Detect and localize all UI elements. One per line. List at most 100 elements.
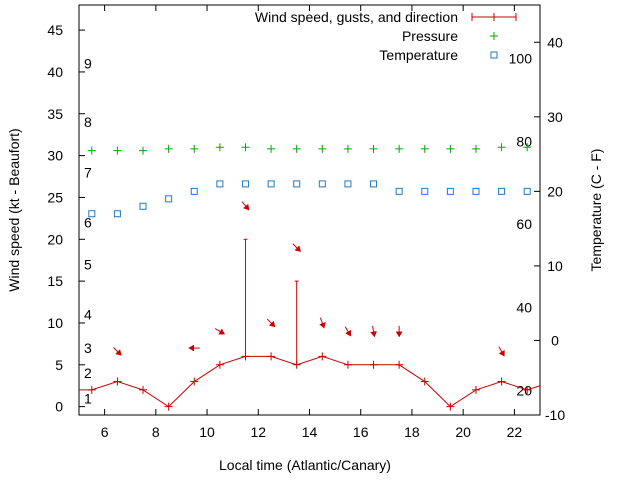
temperature-point [370,180,378,188]
arrow-head [268,320,276,328]
wind-direction-arrow [113,347,122,356]
temperature-point [293,180,301,188]
x-tick-label: 10 [199,424,215,440]
temperature-point [88,210,96,218]
arrow-head [498,349,505,357]
beaufort-label: 4 [84,307,92,323]
x-tick-label: 22 [507,424,523,440]
temperature-point [421,187,429,195]
temperature-point [139,202,147,210]
temperature-point [165,195,173,203]
x-tick-label: 16 [353,424,369,440]
pressure-point [497,143,506,152]
temperature-point [523,187,531,195]
y-tick-label: 10 [47,315,63,331]
wind-speed-point [215,360,224,369]
wind-speed-point [497,377,506,386]
wind-speed-point [190,377,199,386]
temperature-point [446,187,454,195]
temperature-point [267,180,275,188]
beaufort-label: 7 [84,164,92,180]
pressure-point [420,144,429,153]
temperature-point [318,180,326,188]
fahrenheit-label: 20 [516,382,532,398]
wind-direction-arrow [266,318,276,328]
wind-speed-point [139,385,148,394]
arrow-head [345,329,352,337]
pressure-point [523,143,532,152]
y-tick-label: 35 [47,106,63,122]
wind-direction-arrow [319,317,326,329]
pressure-point [190,144,199,153]
y-tick-label: 40 [47,64,63,80]
y-tick-label: 45 [47,22,63,38]
temperature-point [241,180,249,188]
pressure-point [395,144,404,153]
wind-speed-line [79,355,541,408]
legend-label: Pressure [402,28,458,44]
temperature-point [344,180,352,188]
wind-direction-arrow [241,201,250,211]
wind-speed-point [267,352,276,361]
arrow-head [294,245,301,252]
tick-layer: 6 8 10 12 14 16 18 20 22051015202530354045-10010… [47,5,565,440]
plot-frame-layer [78,4,541,416]
arrow-head [115,349,122,356]
temperature-point [216,180,224,188]
wind-speed-point [164,402,173,411]
pressure-point [113,146,122,155]
temperature-point [498,187,506,195]
wind-direction-arrow [498,346,505,357]
wind-direction-arrow [370,325,377,338]
wind-direction-arrow [188,344,200,352]
x-tick-label: 8 [152,424,160,440]
wind-speed-point [343,360,352,369]
y2-tick-label: 10 [547,258,563,274]
legend-marker [490,51,498,59]
pressure-point [164,144,173,153]
wind-speed-point [395,360,404,369]
wind-speed-point [369,360,378,369]
legend-marker [490,32,498,40]
wind-speed-point [523,385,532,394]
wind-speed-point [471,385,480,394]
y2-tick-label: 30 [547,109,563,125]
x-tick-label: 6 [101,424,109,440]
legend-label: Temperature [379,47,458,63]
arrow-head [395,331,403,338]
beaufort-label: 1 [84,390,92,406]
y2-tick-label: 0 [551,332,559,348]
arrow-head [370,330,377,338]
legend-marker [471,13,517,21]
series-layer [79,143,541,411]
beaufort-label: 8 [84,114,92,130]
y2-tick-label: -10 [545,407,565,423]
x-tick-label: 20 [455,424,471,440]
wind-speed-point [420,377,429,386]
x-tick-label: 14 [302,424,318,440]
beaufort-label: 9 [84,56,92,72]
pressure-point [343,144,352,153]
wind-direction-arrow [344,326,352,337]
temperature-point [190,187,198,195]
pressure-point [292,144,301,153]
arrow-head [218,328,226,335]
y-tick-label: 30 [47,148,63,164]
pressure-point [215,143,224,152]
temperature-point [395,187,403,195]
temperature-point [472,187,480,195]
y-tick-label: 20 [47,231,63,247]
y2-tick-label: 20 [547,183,563,199]
wind-direction-arrow [292,243,301,252]
y-tick-label: 5 [55,357,63,373]
wind-direction-arrow [214,328,226,335]
arrow-head [188,344,194,352]
arrow-head [242,203,250,211]
beaufort-label: 5 [84,256,92,272]
legend-label: Wind speed, gusts, and direction [255,9,458,25]
x-tick-label: 18 [404,424,420,440]
beaufort-label: 3 [84,340,92,356]
x-axis-label: Local time (Atlantic/Canary) [219,457,391,473]
plot-border [78,4,541,416]
arrow-head [319,322,326,329]
